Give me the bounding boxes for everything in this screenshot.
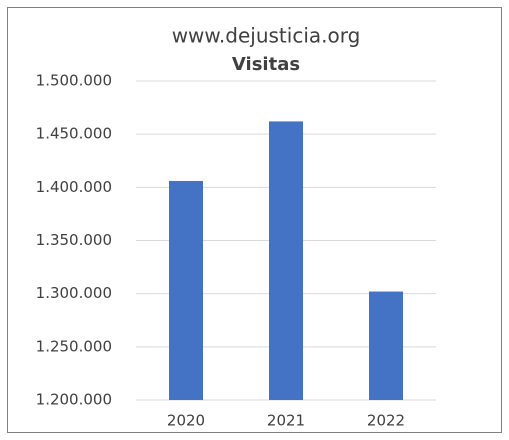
y-tick-label: 1.300.000 — [36, 284, 112, 302]
chart-title: www.dejusticia.org — [172, 24, 361, 48]
y-tick-label: 1.350.000 — [36, 231, 112, 249]
bar — [169, 180, 203, 400]
bar — [369, 291, 403, 400]
y-tick-label: 1.200.000 — [36, 391, 112, 409]
x-tick-label: 2022 — [367, 412, 405, 430]
x-tick-label: 2021 — [267, 412, 305, 430]
y-tick-label: 1.500.000 — [36, 72, 112, 90]
chart-border — [7, 7, 502, 433]
y-tick-label: 1.400.000 — [36, 178, 112, 196]
bar — [269, 121, 303, 400]
y-tick-label: 1.250.000 — [36, 337, 112, 355]
y-tick-label: 1.450.000 — [36, 125, 112, 143]
x-tick-label: 2020 — [167, 412, 205, 430]
chart-subtitle: Visitas — [232, 54, 300, 75]
